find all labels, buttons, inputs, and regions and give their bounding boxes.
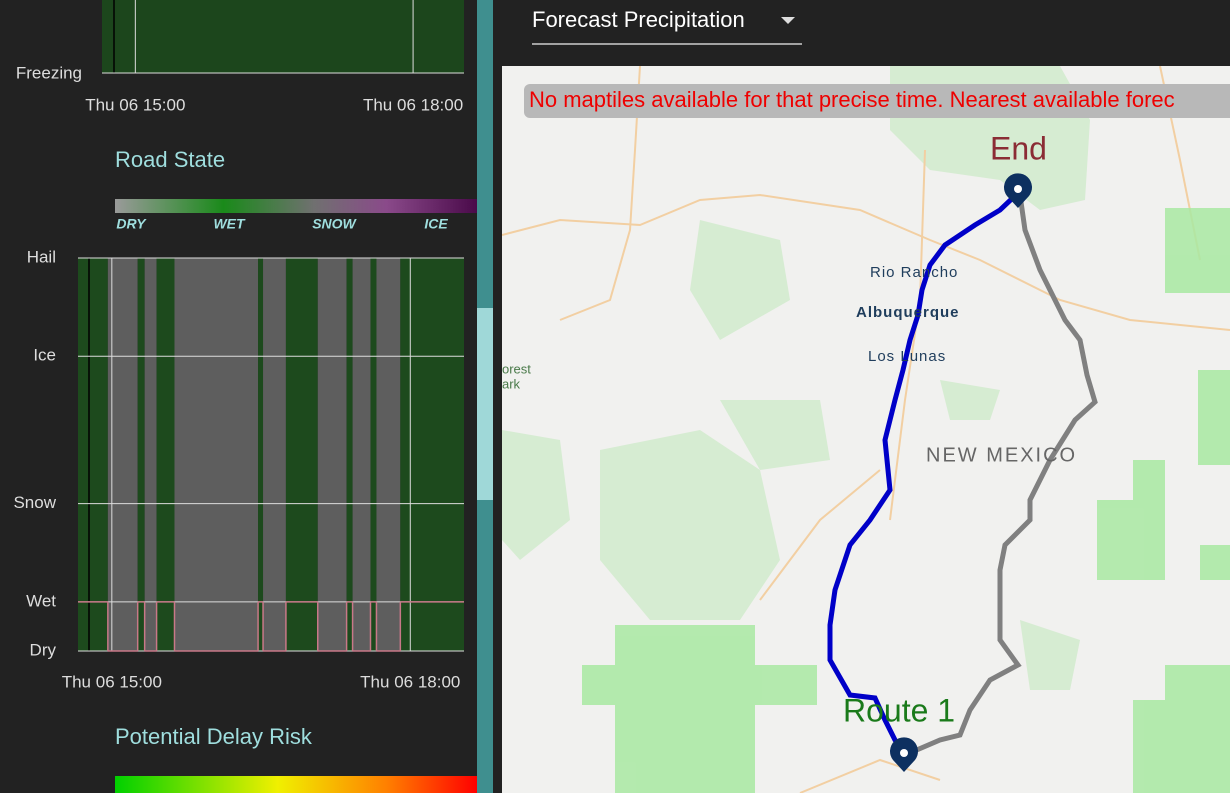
y-tick-label: Hail	[27, 247, 56, 266]
state-band	[137, 258, 145, 651]
delay-risk-bar	[115, 776, 477, 793]
state-band	[376, 258, 401, 651]
x-tick-label: Thu 06 18:00	[360, 672, 460, 691]
delay-title: Potential Delay Risk	[115, 724, 313, 749]
end-label: End	[990, 130, 1047, 166]
state-band	[317, 258, 347, 651]
place-label: Los Lunas	[868, 348, 946, 365]
road-state-legend-bar	[115, 199, 477, 213]
banner-text: No maptiles available for that precise t…	[529, 87, 1175, 112]
place-label: Albuquerque	[856, 304, 960, 321]
x-tick-label: Thu 06 18:00	[363, 95, 463, 114]
route-main[interactable]	[827, 191, 1020, 757]
state-band	[258, 258, 264, 651]
y-tick-label: Wet	[26, 591, 56, 610]
plot-area	[102, 0, 464, 73]
roads	[502, 66, 1230, 793]
state-band	[174, 258, 259, 651]
place-label: Rio Rancho	[870, 264, 958, 281]
x-tick-label: Thu 06 15:00	[62, 672, 162, 691]
legend-label: SNOW	[312, 216, 357, 232]
place-label: ark	[502, 376, 521, 391]
legend-label: ICE	[424, 216, 448, 232]
y-tick-label: Ice	[33, 346, 56, 365]
map[interactable]: No maptiles available for that precise t…	[502, 66, 1230, 793]
legend-label: WET	[213, 216, 246, 232]
y-tick-label: Freezing	[16, 63, 82, 82]
state-band	[107, 258, 138, 651]
x-tick-label: Thu 06 15:00	[85, 95, 185, 114]
region-label: NEW MEXICO	[926, 444, 1077, 466]
top-chart: Thu 06 15:00 Thu 06 18:00 Freezing	[16, 0, 464, 114]
chart-title: Road State	[115, 147, 225, 172]
start-pin-dot	[900, 749, 908, 757]
route-alt[interactable]	[904, 194, 1098, 758]
route-label: Route 1	[843, 692, 955, 728]
state-band	[78, 258, 108, 651]
scrollbar-thumb[interactable]	[477, 308, 493, 500]
y-tick-label: Dry	[30, 640, 57, 659]
end-pin-dot	[1014, 185, 1022, 193]
banner-bg	[524, 84, 1230, 118]
dropdown-label[interactable]: Forecast Precipitation	[532, 7, 745, 32]
state-band	[263, 258, 286, 651]
road-state-chart: DRY WET SNOW ICE Dry Wet Snow Ice Hail Thu 06 15:…	[13, 216, 464, 691]
state-band	[370, 258, 377, 651]
state-band	[352, 258, 371, 651]
dropdown-arrow[interactable]	[781, 17, 795, 24]
state-band	[400, 258, 464, 651]
precip	[582, 208, 1230, 793]
state-band	[346, 258, 353, 651]
state-band	[156, 258, 175, 651]
legend-label: DRY	[116, 216, 147, 232]
state-band	[144, 258, 157, 651]
place-label: orest	[502, 361, 531, 376]
state-band	[285, 258, 318, 651]
y-tick-label: Snow	[13, 493, 56, 512]
